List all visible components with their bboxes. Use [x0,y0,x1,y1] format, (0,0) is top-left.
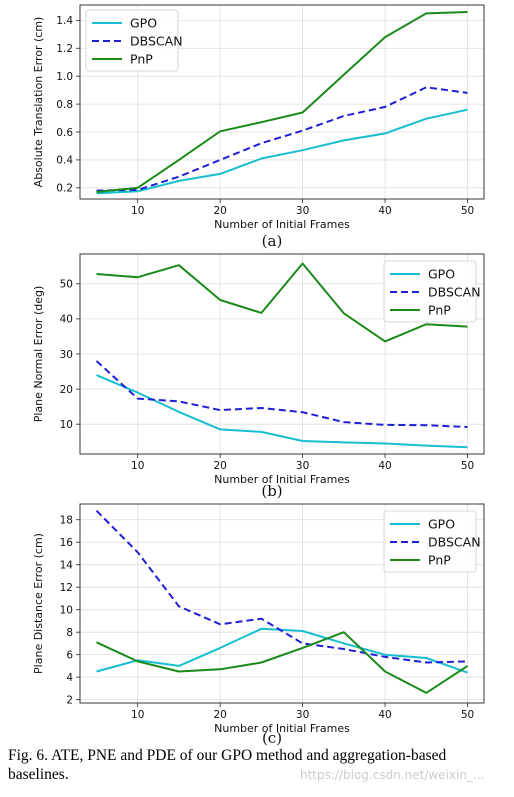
x-tick-label: 40 [378,460,391,472]
x-tick-label: 40 [378,205,391,217]
y-tick-label: 6 [66,649,73,661]
y-tick-label: 0.4 [56,155,73,167]
legend: GPO DBSCAN PnP [85,9,183,72]
x-tick-label: 50 [461,709,474,721]
y-tick-label: 40 [60,314,73,326]
y-tick-label: 10 [60,604,73,616]
y-tick-label: 0.2 [56,183,73,195]
x-axis-label: Number of Initial Frames [214,218,350,231]
legend: GPO DBSCAN PnP [383,510,481,573]
y-tick-label: 2 [66,694,73,706]
watermark: https://blog.csdn.net/weixin_... [300,768,485,782]
y-tick-label: 30 [60,349,73,361]
y-tick-label: 16 [60,537,74,549]
y-axis-label: Plane Distance Error (cm) [32,533,45,674]
series-line-dbscan [96,86,468,192]
x-tick-label: 20 [213,460,226,472]
y-tick-label: 12 [60,582,73,594]
x-axis-label: Number of Initial Frames [214,473,350,486]
x-tick-label: 10 [131,709,144,721]
x-tick-label: 50 [461,460,474,472]
legend-box [383,260,477,323]
y-tick-label: 0.8 [56,99,73,111]
y-tick-label: 18 [60,515,73,527]
y-axis-label: Plane Normal Error (deg) [32,286,45,423]
x-tick-label: 40 [378,709,391,721]
legend-label-dbscan: DBSCAN [130,34,183,49]
axes-frame [79,503,485,704]
x-tick-label: 20 [213,205,226,217]
y-tick-label: 20 [60,384,73,396]
legend-label-dbscan: DBSCAN [428,535,481,550]
x-tick-label: 10 [131,460,144,472]
legend-label-gpo: GPO [428,517,455,532]
series-line-pnp [96,11,468,193]
legend-label-pnp: PnP [428,553,451,568]
legend-label-pnp: PnP [130,52,153,67]
chart-panel-1: 10 20 30 40 50 0.2 0.4 0.6 0.8 1.0 1.2 1.4 Number of… [32,4,485,250]
x-axis-label: Number of Initial Frames [214,722,350,735]
series-line-gpo [96,108,468,195]
series-line-pnp [96,631,469,694]
legend-label-pnp: PnP [428,303,451,318]
y-axis-label: Absolute Translation Error (cm) [32,17,45,188]
x-tick-label: 30 [296,460,309,472]
chart-panel-2: 10 20 30 40 50 10 20 30 40 50 Number of Initial Fr… [32,253,485,500]
series-line-gpo [96,627,468,674]
panel-label: (b) [261,482,282,500]
axes-frame [79,4,485,200]
series-line-dbscan [95,509,468,664]
panel-label: (a) [262,232,283,250]
series-line-gpo [96,374,468,449]
y-tick-label: 0.6 [56,127,73,139]
legend: GPO DBSCAN PnP [383,260,481,323]
figure-caption: Fig. 6. ATE, PNE and PDE of our GPO meth… [8,747,447,783]
y-tick-label: 10 [60,419,73,431]
y-tick-label: 1.2 [56,43,73,55]
y-tick-label: 4 [66,672,73,684]
y-tick-label: 1.0 [56,71,73,83]
x-tick-label: 50 [461,205,474,217]
x-tick-label: 10 [131,205,144,217]
chart-panel-3: 10 20 30 40 50 2 4 6 8 10 12 14 16 18 Number of Initia… [32,503,485,747]
panel-label: (c) [262,729,282,747]
series-line-dbscan [95,360,468,428]
x-tick-label: 20 [213,709,226,721]
x-tick-label: 30 [296,709,309,721]
y-tick-label: 8 [66,627,73,639]
legend-label-gpo: GPO [428,267,455,282]
y-tick-label: 1.4 [56,15,73,27]
y-tick-label: 14 [60,560,74,572]
legend-label-gpo: GPO [130,16,157,31]
series-line-pnp [96,262,468,343]
legend-box [383,510,477,573]
legend-box [85,9,179,72]
y-tick-label: 50 [60,279,73,291]
x-tick-label: 30 [296,205,309,217]
legend-label-dbscan: DBSCAN [428,285,481,300]
